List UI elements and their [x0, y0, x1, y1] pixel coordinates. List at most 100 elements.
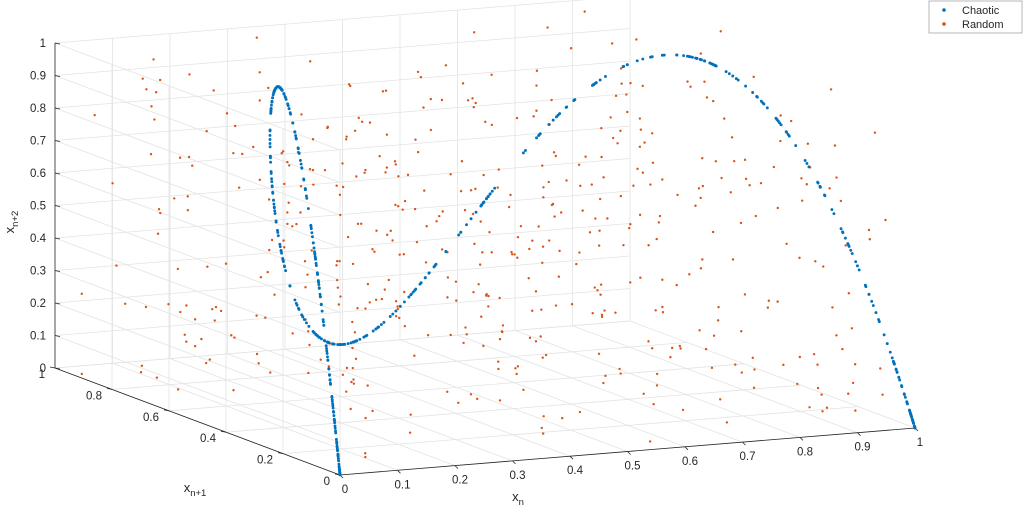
- y-tick-mark: [220, 430, 227, 433]
- chaotic-point: [874, 311, 878, 315]
- random-point: [541, 261, 544, 264]
- random-point: [403, 290, 406, 294]
- chaotic-point: [302, 318, 306, 321]
- chaotic-point: [900, 385, 904, 389]
- random-point: [820, 393, 823, 396]
- chaotic-point: [490, 189, 494, 193]
- random-point: [258, 178, 262, 182]
- random-point: [602, 176, 605, 179]
- random-point: [629, 223, 632, 226]
- z-tick-label: 0.4: [30, 233, 47, 245]
- chaotic-point: [688, 55, 692, 59]
- chaotic-point: [276, 234, 280, 238]
- random-point: [364, 168, 367, 172]
- x-tick-mark: [799, 437, 804, 441]
- random-point: [360, 120, 364, 124]
- random-point: [394, 203, 397, 207]
- chaotic-point: [296, 146, 300, 150]
- random-point: [619, 129, 622, 133]
- random-point: [679, 347, 682, 350]
- random-point: [657, 221, 661, 224]
- chaotic-point: [731, 74, 735, 78]
- random-point: [273, 293, 276, 296]
- z-tick-mark: [54, 75, 61, 77]
- random-point: [140, 364, 144, 367]
- chaotic-point: [334, 431, 338, 435]
- random-point: [487, 305, 490, 308]
- random-point: [697, 187, 701, 190]
- random-point: [308, 343, 311, 347]
- chaotic-point: [317, 283, 321, 286]
- random-point: [387, 278, 390, 282]
- chaotic-point: [310, 231, 314, 235]
- random-point: [337, 303, 341, 306]
- random-point: [385, 133, 389, 136]
- grid-line: [54, 158, 631, 206]
- random-point: [394, 300, 398, 303]
- random-point: [606, 217, 609, 220]
- random-point: [471, 97, 474, 100]
- chaotic-point: [649, 55, 652, 59]
- random-point: [193, 318, 197, 321]
- random-point: [510, 250, 513, 254]
- chaotic-point: [320, 309, 324, 313]
- grid-line: [54, 255, 631, 304]
- random-point: [366, 384, 369, 387]
- random-point: [384, 171, 387, 174]
- grid-line: [112, 362, 398, 471]
- random-point: [310, 249, 313, 252]
- random-point: [364, 452, 367, 455]
- random-point: [191, 164, 194, 167]
- random-point: [642, 392, 645, 395]
- chaotic-point: [282, 92, 286, 96]
- random-point: [446, 276, 450, 279]
- random-point: [602, 381, 605, 385]
- random-point: [455, 299, 458, 302]
- random-point: [212, 89, 215, 92]
- random-point: [516, 256, 519, 259]
- random-point: [554, 304, 558, 307]
- grid-line: [54, 302, 341, 411]
- random-point: [234, 124, 237, 128]
- random-point: [139, 371, 143, 374]
- random-point: [454, 280, 458, 283]
- random-point: [469, 393, 473, 396]
- grid-line: [457, 334, 743, 443]
- random-point: [636, 167, 639, 171]
- random-point: [541, 432, 545, 435]
- chaotic-point: [309, 223, 313, 227]
- chaotic-point: [682, 54, 686, 58]
- chaotic-point: [331, 402, 335, 406]
- chaotic-point: [270, 180, 274, 184]
- chaotic-point: [898, 378, 902, 382]
- random-point: [616, 142, 619, 145]
- z-tick-label: 1: [40, 38, 46, 50]
- chaotic-point: [816, 181, 820, 185]
- random-point: [311, 138, 315, 141]
- chaotic-point: [270, 103, 273, 107]
- random-point: [186, 195, 189, 198]
- z-tick-label: 0.6: [30, 168, 46, 180]
- chaotic-point: [314, 264, 318, 267]
- chaotic-point: [413, 288, 417, 292]
- chaotic-point: [268, 142, 272, 145]
- random-point: [406, 173, 410, 177]
- random-point: [339, 213, 342, 217]
- chaotic-point: [327, 367, 331, 371]
- random-point: [478, 263, 482, 266]
- random-point: [288, 164, 291, 167]
- random-point: [357, 116, 360, 120]
- chaotic-point: [297, 151, 301, 155]
- random-point: [808, 406, 811, 409]
- random-point: [280, 151, 283, 155]
- random-point: [299, 185, 303, 188]
- random-point: [204, 361, 208, 365]
- chaotic-point: [281, 259, 285, 263]
- random-point: [816, 363, 819, 366]
- random-point: [299, 211, 302, 214]
- random-point: [612, 136, 615, 140]
- random-series: [80, 10, 887, 459]
- random-point: [743, 293, 747, 296]
- random-point: [647, 244, 650, 247]
- chaotic-point: [304, 321, 308, 325]
